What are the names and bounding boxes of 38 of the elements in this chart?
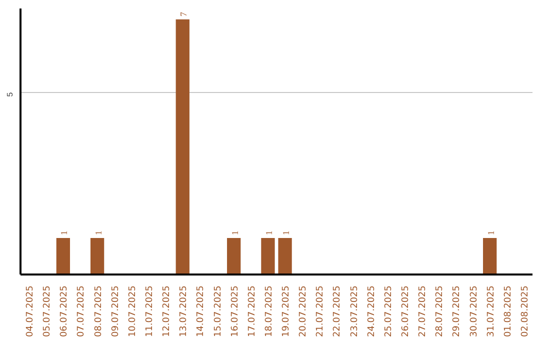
- x-tick-label: 07.07.2025: [76, 286, 87, 338]
- x-tick-label: 17.07.2025: [247, 286, 258, 338]
- x-tick-label: 01.08.2025: [503, 286, 514, 338]
- data-label: 1: [93, 230, 104, 236]
- x-tick-label: 15.07.2025: [213, 286, 224, 338]
- x-tick-label: 16.07.2025: [230, 286, 240, 338]
- x-tick-label: 21.07.2025: [316, 286, 326, 338]
- x-tick-label: 19.07.2025: [282, 286, 292, 338]
- x-tick-label: 12.07.2025: [162, 286, 172, 338]
- x-tick-label: 02.08.2025: [520, 286, 530, 338]
- x-tick-label: 23.07.2025: [350, 286, 360, 338]
- x-tick-label: 13.07.2025: [179, 286, 190, 338]
- x-tick-label: 10.07.2025: [128, 286, 138, 338]
- x-tick-label: 24.07.2025: [366, 286, 377, 338]
- x-tick-label: 27.07.2025: [418, 286, 428, 338]
- x-tick-label: 08.07.2025: [94, 286, 104, 338]
- x-tick-label: 20.07.2025: [298, 286, 309, 338]
- data-label: 1: [486, 230, 496, 236]
- x-tick-label: 09.07.2025: [110, 286, 121, 338]
- data-label: 1: [264, 230, 274, 236]
- x-tick-label: 04.07.2025: [26, 286, 36, 338]
- x-tick-label: 31.07.2025: [486, 286, 496, 338]
- data-label: 1: [59, 230, 70, 236]
- x-tick-label: 05.07.2025: [42, 286, 53, 338]
- x-tick-label: 18.07.2025: [264, 286, 274, 338]
- x-tick-label: 30.07.2025: [469, 286, 480, 338]
- x-tick-label: 11.07.2025: [145, 286, 155, 338]
- y-tick-label: 5: [6, 92, 14, 97]
- data-label: 1: [230, 230, 240, 236]
- x-tick-label: 14.07.2025: [196, 286, 206, 338]
- data-label: 7: [178, 11, 189, 16]
- x-tick-label: 29.07.2025: [452, 286, 462, 338]
- x-tick-label: 06.07.2025: [60, 286, 70, 338]
- x-tick-label: 22.07.2025: [332, 286, 343, 338]
- x-tick-label: 26.07.2025: [401, 286, 411, 338]
- x-tick-label: 28.07.2025: [435, 286, 446, 338]
- x-tick-label: 25.07.2025: [384, 286, 394, 338]
- data-label: 1: [281, 230, 292, 236]
